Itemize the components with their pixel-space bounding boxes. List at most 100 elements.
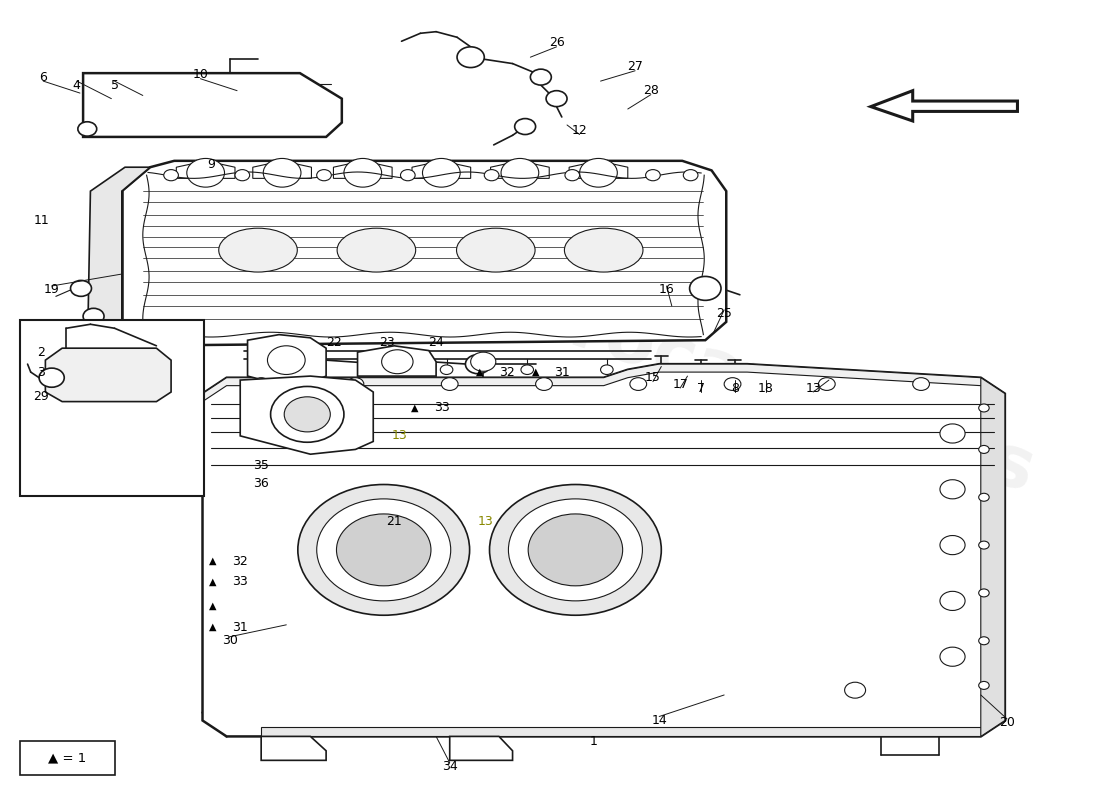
Polygon shape bbox=[981, 378, 1005, 737]
Text: 7: 7 bbox=[697, 382, 705, 394]
Text: 5: 5 bbox=[110, 78, 119, 91]
Circle shape bbox=[70, 281, 91, 296]
Polygon shape bbox=[248, 334, 326, 384]
Circle shape bbox=[939, 591, 965, 610]
Text: ▲: ▲ bbox=[209, 577, 217, 586]
Text: ▲: ▲ bbox=[209, 601, 217, 610]
Circle shape bbox=[939, 480, 965, 499]
Text: 20: 20 bbox=[999, 716, 1015, 730]
Polygon shape bbox=[87, 167, 150, 360]
Text: 15: 15 bbox=[645, 371, 661, 384]
Circle shape bbox=[317, 499, 451, 601]
Polygon shape bbox=[450, 737, 513, 760]
Circle shape bbox=[515, 118, 536, 134]
Text: ▲: ▲ bbox=[476, 367, 484, 377]
Circle shape bbox=[344, 158, 382, 187]
Text: ▲ = 1: ▲ = 1 bbox=[48, 751, 87, 765]
Circle shape bbox=[78, 122, 97, 136]
Text: 14: 14 bbox=[651, 714, 667, 727]
Text: 29: 29 bbox=[33, 390, 50, 402]
Polygon shape bbox=[240, 376, 373, 454]
Polygon shape bbox=[45, 348, 172, 402]
FancyBboxPatch shape bbox=[20, 742, 114, 774]
Circle shape bbox=[471, 352, 496, 371]
Text: ▲: ▲ bbox=[532, 367, 539, 377]
Polygon shape bbox=[176, 161, 235, 178]
Polygon shape bbox=[84, 73, 342, 137]
Circle shape bbox=[536, 378, 552, 390]
Ellipse shape bbox=[564, 228, 644, 272]
Polygon shape bbox=[333, 161, 392, 178]
Text: 32: 32 bbox=[499, 366, 515, 378]
Text: 10: 10 bbox=[192, 68, 208, 82]
Text: ▲: ▲ bbox=[209, 622, 217, 632]
Polygon shape bbox=[261, 737, 326, 760]
Text: 9: 9 bbox=[207, 158, 215, 171]
Circle shape bbox=[456, 47, 484, 67]
Circle shape bbox=[530, 69, 551, 85]
Circle shape bbox=[939, 535, 965, 554]
Text: 26: 26 bbox=[549, 36, 564, 50]
Circle shape bbox=[40, 368, 64, 387]
Circle shape bbox=[601, 365, 613, 374]
Circle shape bbox=[580, 158, 617, 187]
Text: 36: 36 bbox=[253, 478, 270, 490]
Circle shape bbox=[400, 170, 415, 181]
Polygon shape bbox=[871, 90, 1018, 121]
Circle shape bbox=[979, 541, 989, 549]
Polygon shape bbox=[202, 364, 1005, 737]
Polygon shape bbox=[569, 161, 628, 178]
Text: 35: 35 bbox=[253, 459, 270, 472]
Circle shape bbox=[267, 346, 305, 374]
Circle shape bbox=[845, 682, 866, 698]
Polygon shape bbox=[358, 346, 436, 376]
Circle shape bbox=[979, 446, 989, 454]
Text: 21: 21 bbox=[386, 514, 403, 528]
Circle shape bbox=[164, 170, 178, 181]
Circle shape bbox=[253, 378, 270, 390]
Circle shape bbox=[263, 158, 301, 187]
Text: 32: 32 bbox=[232, 554, 248, 567]
Circle shape bbox=[84, 308, 104, 324]
Circle shape bbox=[979, 494, 989, 502]
Circle shape bbox=[979, 589, 989, 597]
Text: 13: 13 bbox=[477, 514, 493, 528]
Circle shape bbox=[271, 386, 344, 442]
Circle shape bbox=[187, 158, 224, 187]
Text: 8: 8 bbox=[730, 382, 738, 394]
Circle shape bbox=[484, 170, 499, 181]
Circle shape bbox=[382, 350, 414, 374]
Ellipse shape bbox=[219, 228, 297, 272]
Text: 31: 31 bbox=[554, 366, 570, 378]
Circle shape bbox=[440, 365, 453, 374]
Circle shape bbox=[298, 485, 470, 615]
Text: 27: 27 bbox=[627, 60, 644, 74]
Text: 18: 18 bbox=[758, 382, 774, 394]
Text: 25: 25 bbox=[716, 307, 733, 321]
Circle shape bbox=[913, 378, 930, 390]
Circle shape bbox=[490, 485, 661, 615]
Ellipse shape bbox=[337, 228, 416, 272]
Text: 3: 3 bbox=[37, 366, 45, 378]
Text: 11: 11 bbox=[33, 214, 50, 227]
Text: 33: 33 bbox=[232, 575, 248, 588]
Text: 12: 12 bbox=[572, 124, 587, 137]
Circle shape bbox=[521, 365, 534, 374]
Text: ▲: ▲ bbox=[411, 403, 419, 413]
Text: 31: 31 bbox=[232, 621, 248, 634]
Circle shape bbox=[317, 170, 331, 181]
Circle shape bbox=[406, 352, 431, 371]
Circle shape bbox=[360, 365, 372, 374]
Text: 17: 17 bbox=[672, 378, 689, 390]
Text: 23: 23 bbox=[379, 336, 395, 349]
Circle shape bbox=[500, 158, 539, 187]
Text: a passion since 1985: a passion since 1985 bbox=[539, 410, 889, 549]
Circle shape bbox=[818, 378, 835, 390]
Circle shape bbox=[683, 170, 698, 181]
Polygon shape bbox=[122, 161, 726, 346]
Circle shape bbox=[646, 170, 660, 181]
Circle shape bbox=[284, 397, 330, 432]
Ellipse shape bbox=[456, 228, 535, 272]
Circle shape bbox=[441, 378, 458, 390]
Polygon shape bbox=[491, 161, 549, 178]
